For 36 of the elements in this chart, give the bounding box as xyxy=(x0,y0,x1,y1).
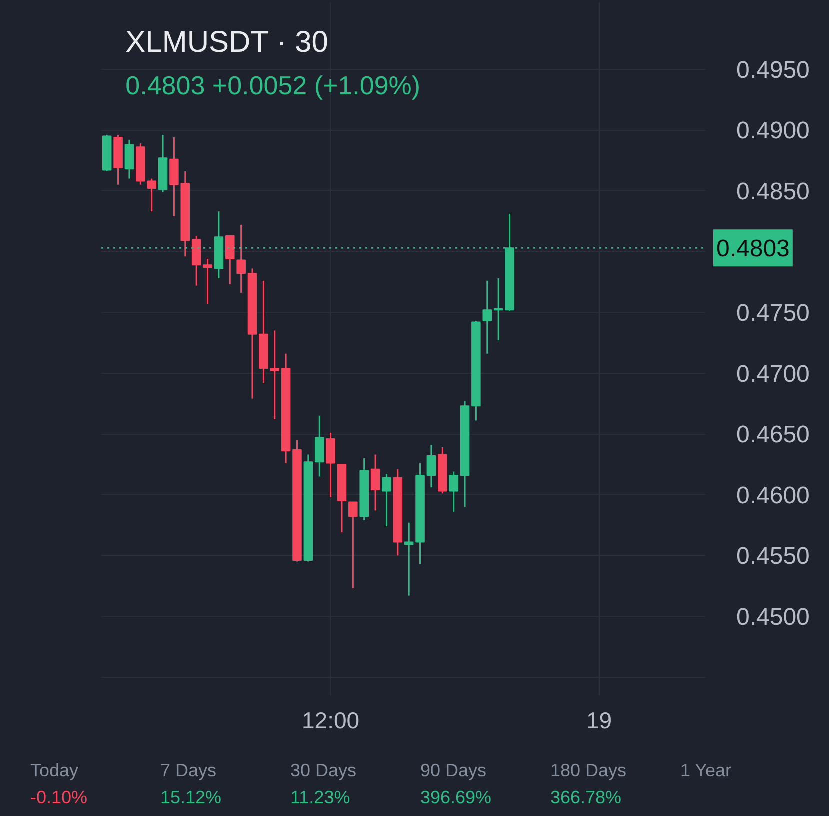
y-tick-label: 0.4550 xyxy=(736,543,810,570)
text: -0.10% xyxy=(30,788,88,808)
y-tick-label: 0.4750 xyxy=(736,300,810,328)
text: 90 Days xyxy=(420,760,487,780)
candlestick xyxy=(348,501,358,590)
candlestick xyxy=(494,278,504,342)
x-tick-label: 12:00 xyxy=(302,708,360,734)
y-tick-label: 0.4500 xyxy=(736,604,810,631)
candlestick xyxy=(270,330,280,420)
candlestick xyxy=(203,258,212,305)
y-tick-label: 0.4900 xyxy=(736,118,810,145)
text: 180 Days xyxy=(550,760,627,780)
text: 1 Year xyxy=(680,760,732,780)
y-tick-label: 0.4650 xyxy=(736,422,810,449)
text: 396.69% xyxy=(420,788,492,808)
text: 7 Days xyxy=(160,760,217,780)
candlestick xyxy=(482,280,492,355)
text: 0.4803 +0.0052 (+1.09%) xyxy=(126,70,421,101)
y-tick-label: 0.4700 xyxy=(736,360,810,388)
text: 11.23% xyxy=(290,788,350,808)
text: 30 Days xyxy=(290,760,357,780)
y-tick-label: 0.4850 xyxy=(736,178,810,206)
y-tick-label: 0.4600 xyxy=(736,482,810,510)
y-tick-label: 0.4950 xyxy=(736,56,810,84)
candlestick xyxy=(225,235,235,286)
ref-line-label: 0.4803 xyxy=(716,236,790,263)
text: 366.78% xyxy=(550,788,622,808)
text: 15.12% xyxy=(160,788,222,808)
x-tick-label: 19 xyxy=(586,708,612,734)
candlestick xyxy=(370,454,380,512)
text: Today xyxy=(30,760,79,780)
candlestick xyxy=(382,473,392,528)
candlestick xyxy=(449,471,458,513)
candlestick xyxy=(236,224,246,294)
candlestick xyxy=(426,444,436,488)
text: XLMUSDT · 30 xyxy=(126,26,329,60)
